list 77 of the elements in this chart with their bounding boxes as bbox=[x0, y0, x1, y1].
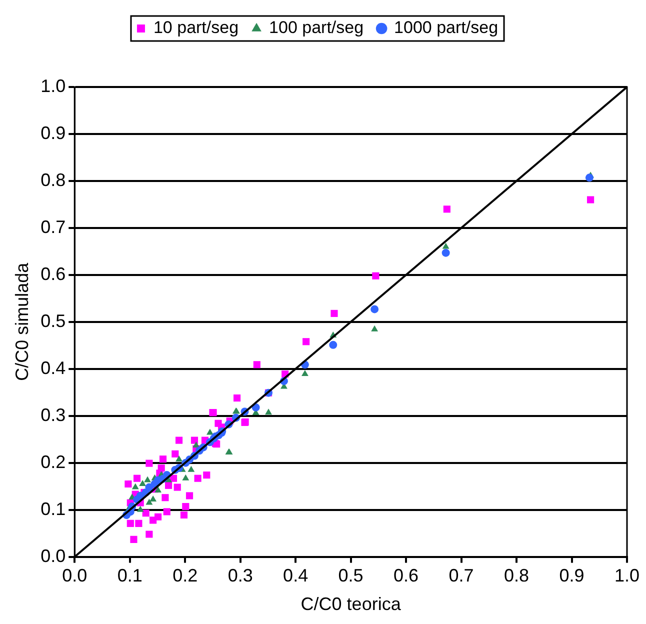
point bbox=[175, 436, 183, 444]
y-tick-label: 0.6 bbox=[40, 264, 66, 284]
x-tick-label: 0.1 bbox=[117, 566, 142, 586]
point bbox=[442, 242, 450, 249]
point bbox=[163, 508, 170, 516]
x-tick-label: 0.6 bbox=[394, 566, 419, 586]
point bbox=[174, 484, 181, 491]
point bbox=[371, 325, 378, 332]
point bbox=[330, 310, 338, 317]
point bbox=[172, 450, 179, 458]
point bbox=[587, 196, 594, 204]
y-tick-label: 0.8 bbox=[40, 170, 66, 190]
point bbox=[150, 495, 157, 502]
point bbox=[188, 466, 195, 472]
point bbox=[186, 492, 194, 500]
y-tick-label: 0.5 bbox=[40, 310, 66, 331]
point bbox=[142, 510, 150, 517]
point bbox=[182, 474, 190, 480]
point bbox=[162, 494, 169, 502]
point bbox=[146, 460, 153, 467]
point bbox=[192, 441, 200, 448]
point bbox=[176, 456, 182, 462]
point bbox=[126, 520, 134, 527]
point bbox=[159, 456, 167, 463]
point bbox=[253, 361, 260, 368]
point bbox=[146, 530, 153, 538]
point bbox=[302, 370, 308, 376]
y-tick-label: 0.0 bbox=[40, 546, 66, 566]
point bbox=[302, 338, 310, 346]
y-tick-label: 0.2 bbox=[40, 452, 66, 472]
point bbox=[372, 272, 380, 280]
point bbox=[265, 408, 272, 415]
point bbox=[203, 472, 210, 479]
point bbox=[136, 506, 144, 512]
point bbox=[130, 536, 138, 543]
legend-label: 100 part/seg bbox=[269, 18, 364, 38]
legend-label: 10 part/seg bbox=[153, 18, 239, 38]
y-tick-label: 0.4 bbox=[40, 358, 66, 378]
x-tick-label: 0.0 bbox=[62, 566, 88, 586]
x-tick-label: 0.5 bbox=[338, 566, 364, 586]
point bbox=[443, 206, 450, 213]
point bbox=[139, 480, 146, 486]
point bbox=[154, 486, 162, 493]
point bbox=[194, 474, 202, 482]
point bbox=[585, 174, 594, 182]
y-tick-label: 0.7 bbox=[40, 216, 66, 237]
point bbox=[214, 420, 222, 427]
point bbox=[370, 305, 379, 314]
point bbox=[233, 394, 241, 402]
point bbox=[146, 498, 153, 505]
point bbox=[134, 474, 141, 482]
point bbox=[442, 248, 450, 257]
point bbox=[132, 483, 139, 490]
x-tick-label: 1.0 bbox=[614, 566, 640, 586]
x-tick-label: 0.3 bbox=[228, 566, 253, 586]
x-tick-label: 0.8 bbox=[504, 566, 530, 586]
y-axis-title: C/C0 simulada bbox=[12, 262, 32, 381]
point bbox=[150, 516, 157, 524]
x-axis-title: C/C0 teorica bbox=[300, 594, 402, 614]
point bbox=[206, 428, 214, 435]
point bbox=[329, 340, 338, 349]
y-tick-label: 0.1 bbox=[40, 498, 66, 519]
point bbox=[164, 482, 172, 489]
y-tick-label: 1.0 bbox=[40, 76, 66, 96]
x-tick-label: 0.2 bbox=[172, 566, 198, 586]
point bbox=[135, 520, 142, 527]
x-tick-label: 0.4 bbox=[283, 566, 308, 586]
x-tick-label: 0.9 bbox=[559, 566, 584, 586]
x-tick-label: 0.7 bbox=[448, 566, 474, 586]
point bbox=[144, 476, 151, 482]
y-tick-label: 0.9 bbox=[40, 122, 66, 143]
y-tick-label: 0.3 bbox=[40, 404, 66, 425]
point bbox=[190, 436, 198, 444]
point bbox=[180, 511, 188, 519]
point bbox=[124, 480, 132, 488]
point bbox=[182, 502, 190, 510]
legend-label: 1000 part/seg bbox=[394, 18, 498, 38]
